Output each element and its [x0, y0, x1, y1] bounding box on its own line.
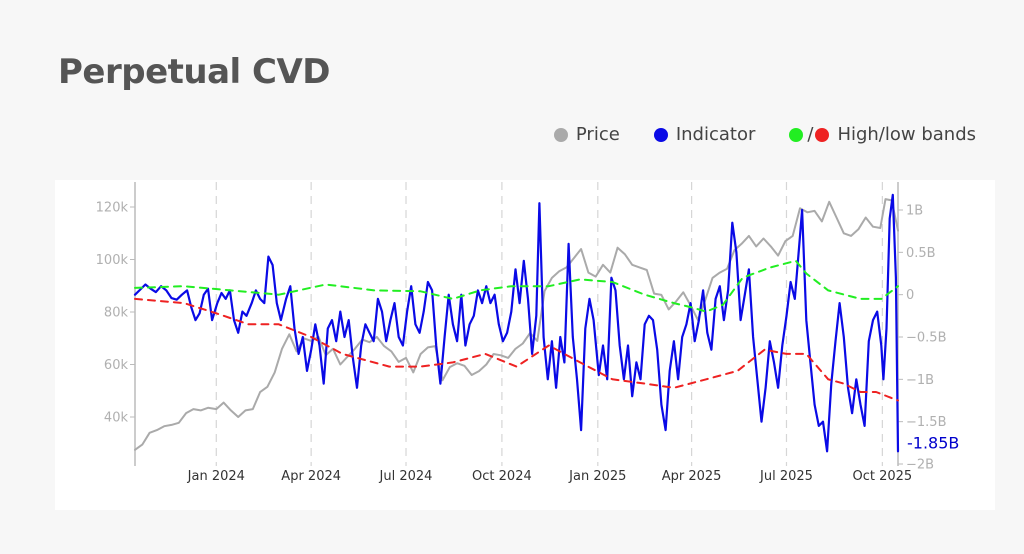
y-left-tick-label: 120k — [96, 201, 129, 216]
legend-label-indicator: Indicator — [675, 124, 756, 145]
y-right-tick-label: −2B — [906, 458, 934, 473]
series-lines — [133, 193, 900, 453]
y-right-tick-label: −1B — [906, 373, 934, 388]
y-right-tick-label: −1.5B — [906, 415, 947, 430]
chart-legend: Price Indicator / High/low bands — [520, 124, 976, 145]
y-left-tick-label: 40k — [104, 411, 129, 426]
legend-item-indicator[interactable]: Indicator — [653, 124, 756, 145]
last-value-label: -1.85B — [907, 433, 959, 452]
axis-labels: Jan 2024 Apr 2024 Jul 2024 Oct 2024 Jan 2025… — [96, 201, 960, 485]
y-right-tick-label: 0.5B — [906, 246, 936, 261]
series-price-line — [134, 198, 899, 451]
y-left-tick-label: 80k — [104, 306, 129, 321]
y-right-tick-label: 1B — [906, 204, 923, 219]
legend-label-price: Price — [575, 124, 620, 145]
y-right-tick-label: −0.5B — [906, 331, 947, 346]
x-tick-label: Apr 2025 — [662, 469, 722, 484]
x-tick-label: Jul 2024 — [379, 469, 433, 484]
x-tick-label: Oct 2024 — [472, 469, 532, 484]
x-tick-label: Oct 2025 — [853, 469, 913, 484]
x-tick-label: Jul 2025 — [759, 469, 813, 484]
legend-item-price[interactable]: Price — [553, 124, 620, 145]
grid-lines — [215, 182, 883, 466]
low-band-dot-icon — [815, 127, 830, 142]
legend-label-bands: High/low bands — [837, 124, 976, 145]
x-tick-label: Apr 2024 — [281, 469, 341, 484]
x-tick-label: Jan 2024 — [187, 469, 245, 484]
chart-panel — [55, 180, 995, 510]
y-right-tick-label: 0 — [906, 288, 914, 303]
y-left-tick-label: 100k — [96, 253, 129, 268]
series-high-band-line — [134, 259, 899, 313]
page-title: Perpetual CVD — [58, 52, 331, 92]
y-left-tick-label: 60k — [104, 358, 129, 373]
x-tick-label: Jan 2025 — [568, 469, 626, 484]
series-low-band-line — [134, 297, 899, 402]
series-indicator-line — [133, 193, 900, 453]
price-dot-icon — [553, 127, 568, 142]
legend-item-bands[interactable]: / High/low bands — [789, 124, 976, 145]
high-band-dot-icon — [789, 127, 804, 142]
indicator-dot-icon — [653, 127, 668, 142]
legend-separator: / — [807, 124, 814, 145]
